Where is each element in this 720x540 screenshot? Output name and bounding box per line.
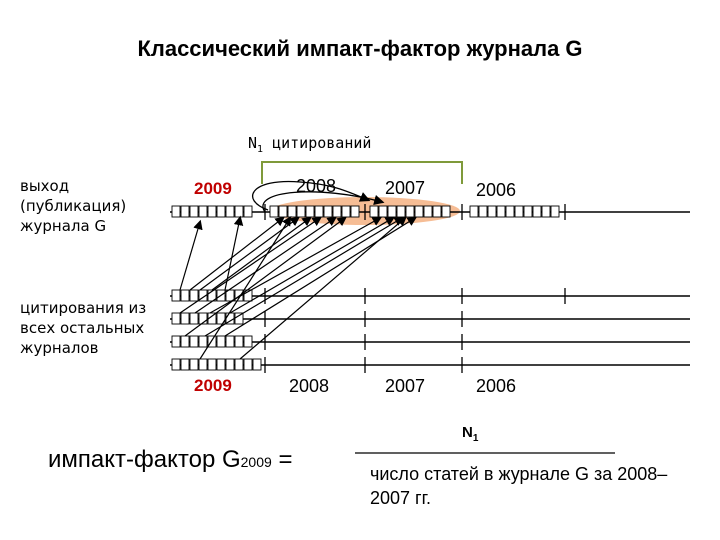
impact-factor-formula: импакт-фактор G2009 =: [48, 446, 293, 473]
fraction-numerator: N1: [462, 424, 479, 444]
year-ticks: [264, 204, 566, 373]
year-label-2009: 2009: [194, 179, 232, 198]
year-label-2009-bottom: 2009: [194, 376, 232, 395]
citation-arc: [251, 180, 371, 211]
n1-citations-label: N1 цитирований: [248, 134, 372, 155]
journal-output-label: выход (публикация) журнала G: [20, 177, 127, 235]
n1-bracket: [261, 161, 463, 184]
year-label-2007-bottom: 2007: [385, 376, 426, 396]
year-label-2006-bottom: 2006: [476, 376, 517, 396]
fraction-denominator: число статей в журнале G за 2008–2007 гг…: [370, 464, 668, 508]
citation-arrows: [179, 215, 418, 360]
slide-title: Классический импакт-фактор журнала G: [137, 36, 583, 61]
other-journals-citations-label: цитирования из всех остальных журналов: [20, 299, 147, 357]
year-label-2007: 2007: [385, 178, 426, 198]
year-label-2008: 2008: [296, 176, 337, 196]
article-icons: [171, 205, 560, 371]
year-label-2008-bottom: 2008: [289, 376, 330, 396]
citation-arc: [262, 191, 385, 213]
year-label-2006: 2006: [476, 180, 517, 200]
